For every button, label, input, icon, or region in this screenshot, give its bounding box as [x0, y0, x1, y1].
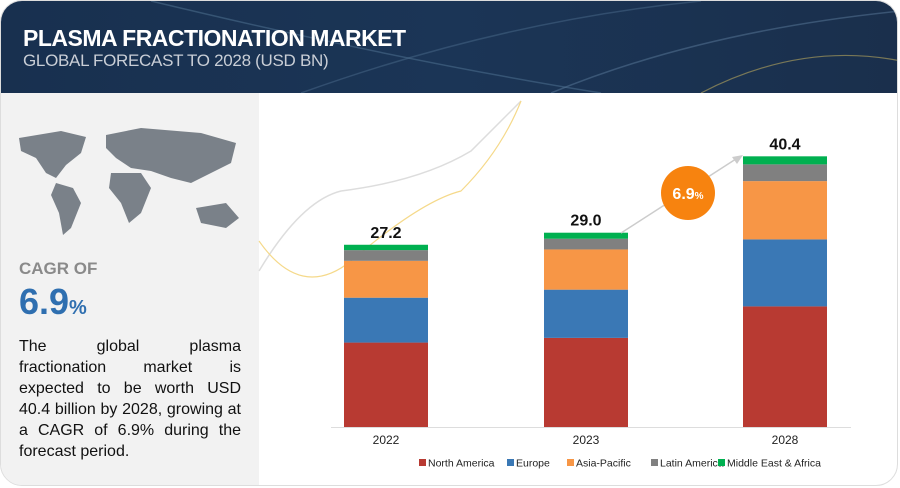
x-tick-label: 2023	[573, 433, 600, 447]
decorative-curve	[258, 100, 522, 272]
legend-label: Middle East & Africa	[727, 458, 821, 470]
bar-segment-middle-east-africa	[743, 156, 827, 165]
legend-label: Europe	[516, 458, 550, 470]
bar-segment-europe	[344, 297, 428, 343]
header-background-lines	[150, 1, 897, 93]
cagr-value: 6.9%	[19, 281, 87, 323]
x-tick-label: 2022	[373, 433, 400, 447]
bar-segment-asia-pacific	[743, 181, 827, 240]
cagr-badge-label: 6.9%	[672, 186, 703, 203]
legend-swatch	[419, 459, 426, 466]
bar-segment-latin-america	[544, 238, 628, 250]
legend-swatch	[507, 459, 514, 466]
bar-segment-latin-america	[743, 164, 827, 182]
cagr-number: 6.9	[19, 281, 70, 322]
bar-segment-north-america	[344, 342, 428, 427]
bar-segment-north-america	[544, 337, 628, 427]
bar-segment-latin-america	[344, 250, 428, 261]
growth-arrow-head	[732, 155, 743, 164]
bar-segment-middle-east-africa	[544, 232, 628, 239]
bar-segment-europe	[544, 289, 628, 338]
legend-label: North America	[428, 458, 495, 470]
legend-swatch	[718, 459, 725, 466]
market-description: The global plasma fractionation market i…	[19, 338, 241, 460]
cagr-unit: %	[69, 297, 87, 319]
bar-segment-europe	[743, 239, 827, 307]
x-tick-label: 2028	[772, 433, 799, 447]
chart-subtitle: GLOBAL FORECAST TO 2028 (USD BN)	[23, 51, 329, 70]
world-map-icon	[19, 128, 239, 235]
decorative-curve	[258, 100, 522, 278]
bar-segment-north-america	[743, 306, 827, 427]
cagr-badge-unit: %	[695, 191, 704, 202]
bar-segment-asia-pacific	[544, 249, 628, 290]
chart-title: PLASMA FRACTIONATION MARKET	[23, 25, 406, 51]
bar-total-label: 29.0	[570, 213, 601, 230]
summary-panel: CAGR OF 6.9% The global plasma fractiona…	[1, 93, 259, 485]
legend-label: Asia-Pacific	[576, 458, 631, 470]
header-banner: PLASMA FRACTIONATION MARKET GLOBAL FOREC…	[1, 1, 897, 93]
bar-segment-asia-pacific	[344, 260, 428, 298]
legend-swatch	[567, 459, 574, 466]
legend-label: Latin America	[660, 458, 724, 470]
legend-swatch	[651, 459, 658, 466]
bar-total-label: 40.4	[769, 136, 800, 153]
bar-segment-middle-east-africa	[344, 244, 428, 251]
cagr-badge	[661, 166, 715, 220]
cagr-label: CAGR OF	[19, 259, 98, 278]
bar-total-label: 27.2	[370, 225, 401, 242]
